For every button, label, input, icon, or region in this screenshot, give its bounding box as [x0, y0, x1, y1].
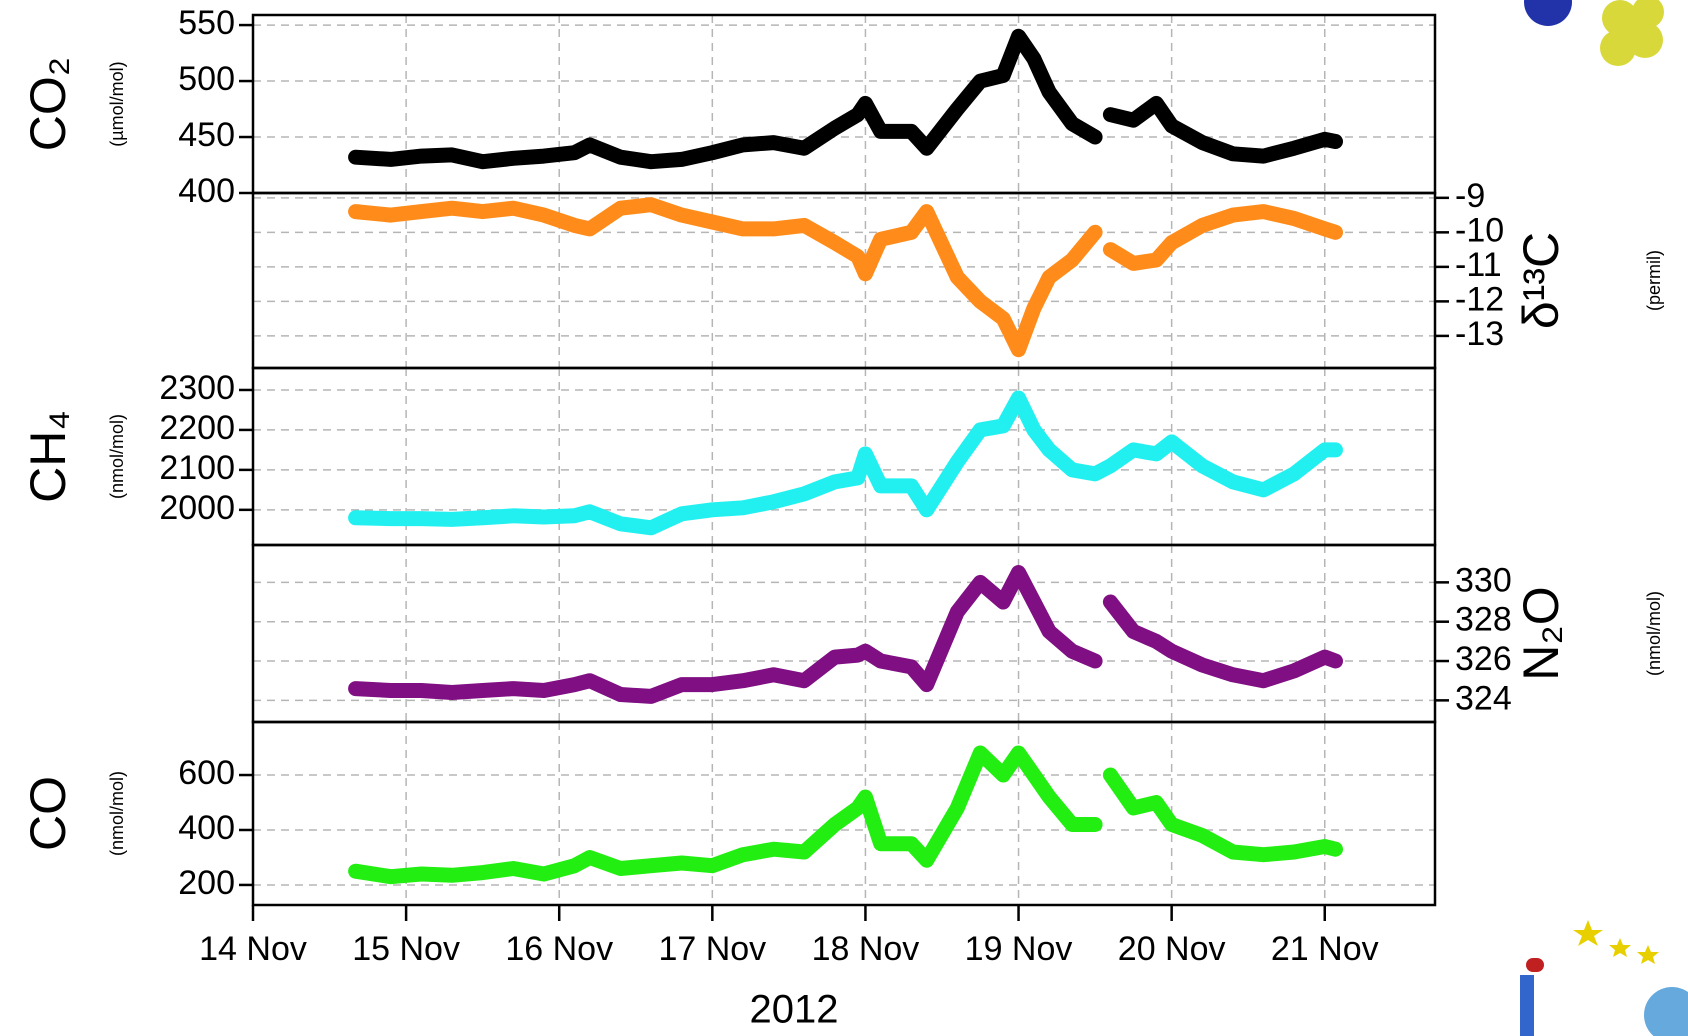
- axis-unit: (permil): [1644, 250, 1664, 311]
- y-tick-label: -11: [1455, 246, 1502, 284]
- data-line: [348, 28, 1343, 170]
- x-tick-label: 19 Nov: [965, 930, 1073, 968]
- axis-label: CO₂: [20, 57, 76, 151]
- x-tick-label: 15 Nov: [352, 930, 460, 968]
- axis-label: N₂O: [1513, 586, 1569, 680]
- x-tick-label: 21 Nov: [1271, 930, 1379, 968]
- x-tick-label: 14 Nov: [199, 930, 307, 968]
- y-tick-label: 600: [178, 754, 235, 792]
- y-tick-label: 400: [178, 809, 235, 847]
- x-axis-label: 2012: [750, 988, 839, 1032]
- x-tick-label: 16 Nov: [505, 930, 613, 968]
- axis-label: CH₄: [20, 410, 76, 503]
- y-tick-label: 324: [1455, 679, 1512, 717]
- y-tick-label: 400: [178, 172, 235, 210]
- axis-unit: (nmol/mol): [107, 414, 127, 499]
- data-line: [348, 390, 1343, 536]
- y-tick-label: 450: [178, 116, 235, 154]
- y-tick-label: 200: [178, 864, 235, 902]
- y-tick-label: 2000: [159, 489, 235, 527]
- y-tick-label: 2300: [159, 369, 235, 407]
- y-tick-label: 328: [1455, 601, 1512, 639]
- y-tick-label: -12: [1455, 280, 1504, 318]
- y-tick-label: 330: [1455, 561, 1512, 599]
- y-tick-label: 2200: [159, 409, 235, 447]
- data-line: [348, 565, 1343, 704]
- logo-shape: [1600, 0, 1664, 66]
- axis-unit: (nmol/mol): [107, 771, 127, 856]
- y-tick-label: 2100: [159, 449, 235, 487]
- axis-unit: (µmol/mol): [107, 61, 127, 146]
- x-tick-label: 18 Nov: [812, 930, 920, 968]
- y-tick-label: 550: [178, 4, 235, 42]
- panel-frame: [251, 720, 1437, 907]
- x-tick-label: 20 Nov: [1118, 930, 1226, 968]
- axis-label: CO: [20, 776, 76, 851]
- logo-shape: [1520, 920, 1688, 1036]
- panel-frame: [251, 13, 1437, 195]
- y-tick-label: 326: [1455, 640, 1512, 678]
- x-tick-label: 17 Nov: [658, 930, 766, 968]
- logo-shape: [1524, 0, 1572, 26]
- data-line: [348, 745, 1343, 885]
- axis-label: δ¹³C: [1513, 232, 1569, 329]
- y-tick-label: 500: [178, 60, 235, 98]
- axis-unit: (nmol/mol): [1644, 591, 1664, 676]
- y-tick-label: -10: [1455, 211, 1504, 249]
- y-tick-label: -9: [1455, 177, 1485, 215]
- data-line: [348, 197, 1343, 358]
- y-tick-label: -13: [1455, 315, 1504, 353]
